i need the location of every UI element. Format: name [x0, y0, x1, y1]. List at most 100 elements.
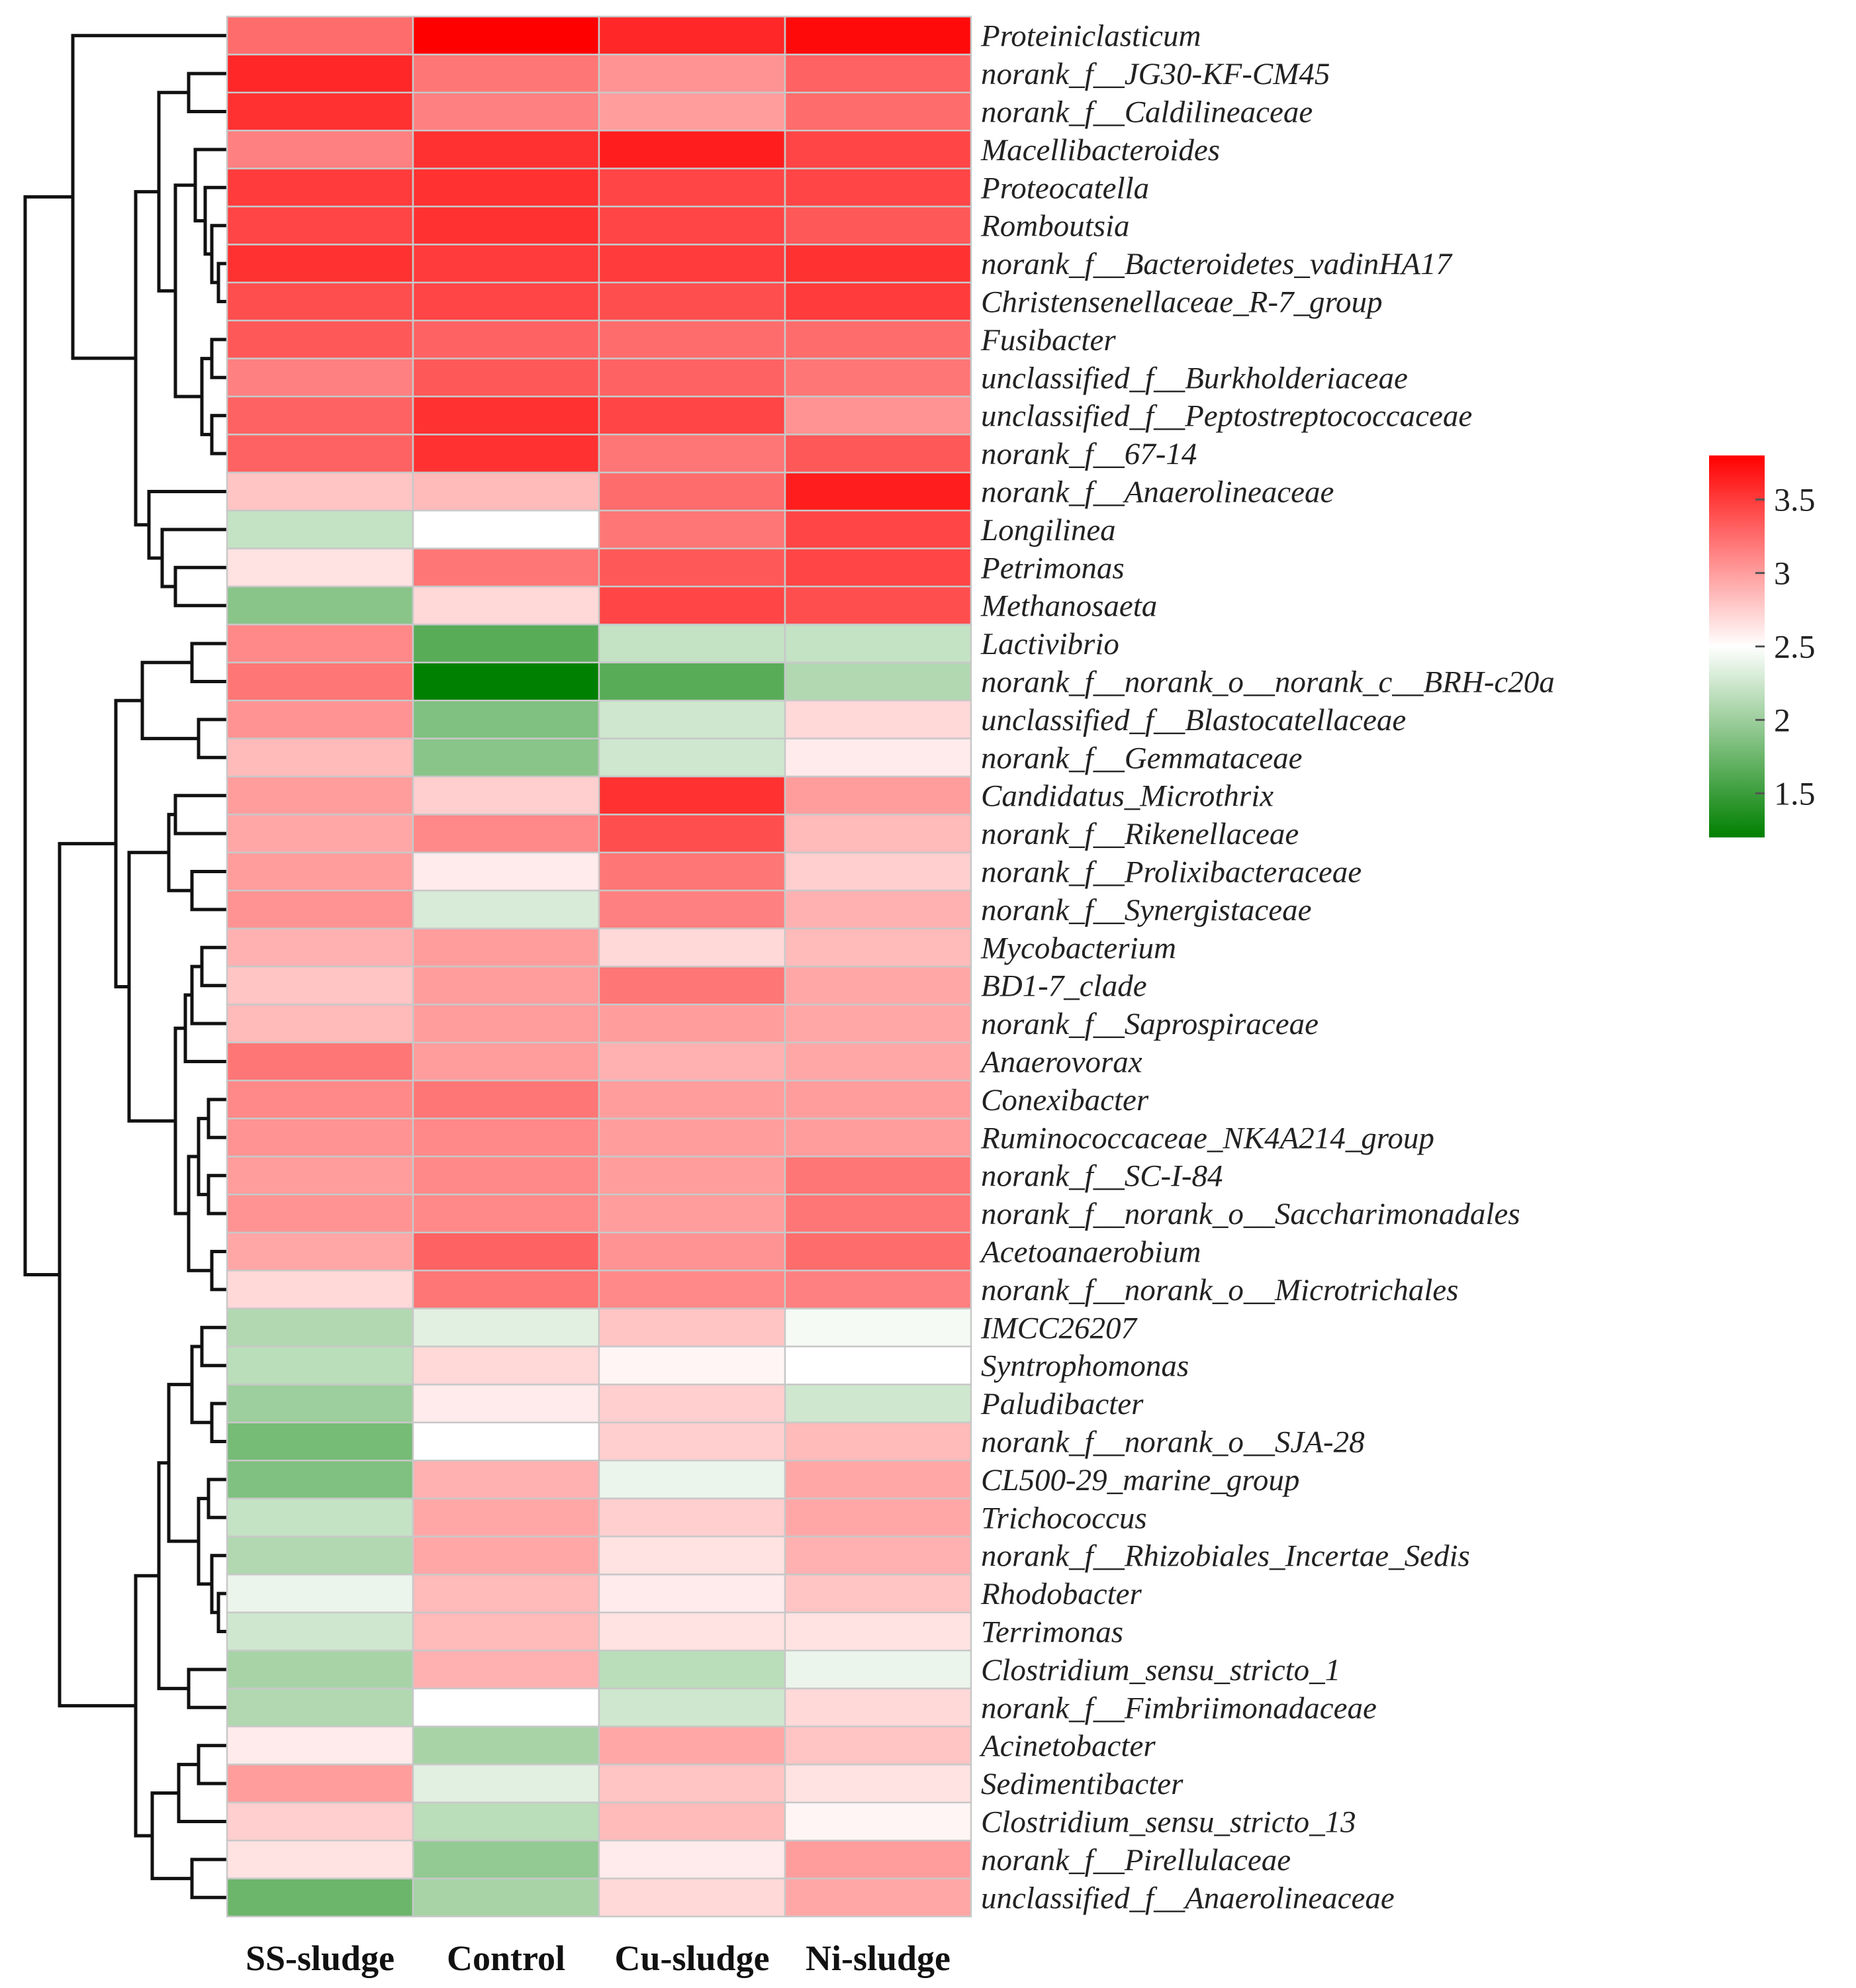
row-label: Mycobacterium: [980, 931, 1176, 965]
heatmap-cell: [784, 1649, 972, 1689]
heatmap-cell: [598, 927, 786, 968]
heatmap-cell: [226, 1725, 414, 1766]
heatmap-cell: [784, 319, 972, 359]
heatmap-cell: [784, 509, 972, 549]
dendrogram-branch: [197, 1744, 227, 1785]
heatmap-cell: [226, 1801, 414, 1842]
dendrogram-branch: [200, 1325, 227, 1368]
heatmap-cell: [412, 1764, 600, 1804]
heatmap-cell: [226, 15, 414, 56]
row-label: unclassified_f__Anaerolineaceae: [981, 1881, 1395, 1915]
heatmap-cell: [412, 1459, 600, 1499]
dendrogram-branch: [190, 965, 227, 1025]
heatmap-cell: [784, 1004, 972, 1044]
row-label: Terrimonas: [981, 1615, 1123, 1650]
heatmap-cell: [784, 585, 972, 626]
row-label: norank_f__Saprospiraceae: [981, 1007, 1319, 1041]
heatmap-cell: [784, 1839, 972, 1879]
heatmap-cell: [784, 851, 972, 892]
heatmap-cell: [226, 927, 414, 968]
heatmap-cell: [226, 624, 414, 664]
column-label: SS-sludge: [246, 1938, 394, 1978]
dendrogram-branch: [197, 718, 227, 759]
row-label: CL500-29_marine_group: [981, 1463, 1299, 1497]
row-label: Conexibacter: [981, 1083, 1149, 1117]
row-label: IMCC26207: [980, 1311, 1138, 1345]
row-label: norank_f__norank_o__Saccharimonadales: [981, 1197, 1520, 1231]
heatmap-cell: [226, 889, 414, 929]
heatmap-cell: [598, 1877, 786, 1918]
heatmap-cell: [598, 1269, 786, 1309]
heatmap-cell: [598, 1459, 786, 1499]
row-label: norank_f__Anaerolineaceae: [981, 475, 1334, 510]
heatmap-cell: [784, 1307, 972, 1348]
heatmap-cell: [598, 1231, 786, 1272]
dendrogram-branch: [207, 1478, 227, 1519]
heatmap-cell: [784, 471, 972, 512]
dendrogram-branch: [190, 641, 227, 683]
heatmap-cell: [412, 54, 600, 94]
dendrogram-branch: [140, 661, 199, 741]
row-label: Anaerovorax: [979, 1045, 1142, 1080]
heatmap-cell: [226, 1194, 414, 1234]
heatmap-cell: [412, 1649, 600, 1689]
heatmap-cell: [598, 1307, 786, 1348]
heatmap-cell: [784, 699, 972, 739]
dendrogram-branch: [173, 565, 227, 608]
row-label: Trichococcus: [981, 1501, 1147, 1535]
heatmap-cell: [412, 357, 600, 398]
dendrogram-branch: [187, 1668, 227, 1709]
heatmap-cell: [598, 1649, 786, 1689]
dendrogram-branch: [200, 945, 227, 988]
heatmap-cell: [598, 1155, 786, 1196]
heatmap-cell: [598, 699, 786, 739]
heatmap-cell: [412, 1497, 600, 1538]
heatmap-cell: [412, 1574, 600, 1614]
heatmap-cell: [598, 1004, 786, 1044]
heatmap-cell: [598, 624, 786, 664]
heatmap-cell: [226, 547, 414, 588]
heatmap-cell: [784, 1725, 972, 1766]
colorbar-tick-label: 1.5: [1774, 775, 1816, 812]
heatmap-cell: [412, 129, 600, 169]
heatmap-cell: [412, 1421, 600, 1462]
heatmap-cell: [598, 281, 786, 322]
heatmap-cell: [226, 585, 414, 626]
row-label: Sedimentibacter: [981, 1767, 1183, 1801]
heatmap-cell: [412, 1079, 600, 1119]
row-label: Clostridium_sensu_stricto_1: [981, 1653, 1340, 1687]
heatmap-cell: [226, 205, 414, 246]
row-label: Methanosaeta: [980, 589, 1157, 624]
dendrogram-branch: [187, 71, 227, 113]
heatmap-cell: [784, 1421, 972, 1462]
heatmap-cell: [784, 1117, 972, 1158]
heatmap-cell: [226, 661, 414, 702]
dendrogram-branch: [207, 1174, 227, 1215]
heatmap-cell: [226, 244, 414, 284]
heatmap-cell: [226, 167, 414, 208]
heatmap-cell: [784, 1269, 972, 1309]
row-label: norank_f__Bacteroidetes_vadinHA17: [981, 247, 1453, 281]
heatmap-cell: [412, 1687, 600, 1728]
row-label: Lactivibrio: [980, 627, 1119, 661]
heatmap-cell: [412, 1384, 600, 1424]
heatmap-cell: [598, 129, 786, 169]
heatmap-cell: [598, 1725, 786, 1766]
heatmap-cell: [784, 1079, 972, 1119]
row-label: Clostridium_sensu_stricto_13: [981, 1805, 1356, 1840]
heatmap-cell: [598, 1497, 786, 1538]
dendrogram-branch: [210, 338, 227, 379]
heatmap-cell: [226, 395, 414, 436]
heatmap-cell: [598, 775, 786, 816]
heatmap-cell: [226, 1155, 414, 1196]
heatmap-cell: [412, 1155, 600, 1196]
heatmap-cell: [226, 1004, 414, 1044]
dendrogram-branch: [173, 794, 227, 835]
heatmap-cell: [784, 965, 972, 1006]
heatmap-cell: [226, 1649, 414, 1689]
heatmap-cell: [226, 1384, 414, 1424]
heatmap-cell: [226, 434, 414, 474]
heatmap-cell: [598, 434, 786, 474]
heatmap-cell: [598, 851, 786, 892]
row-labels: Proteiniclasticumnorank_f__JG30-KF-CM45n…: [979, 19, 1555, 1916]
